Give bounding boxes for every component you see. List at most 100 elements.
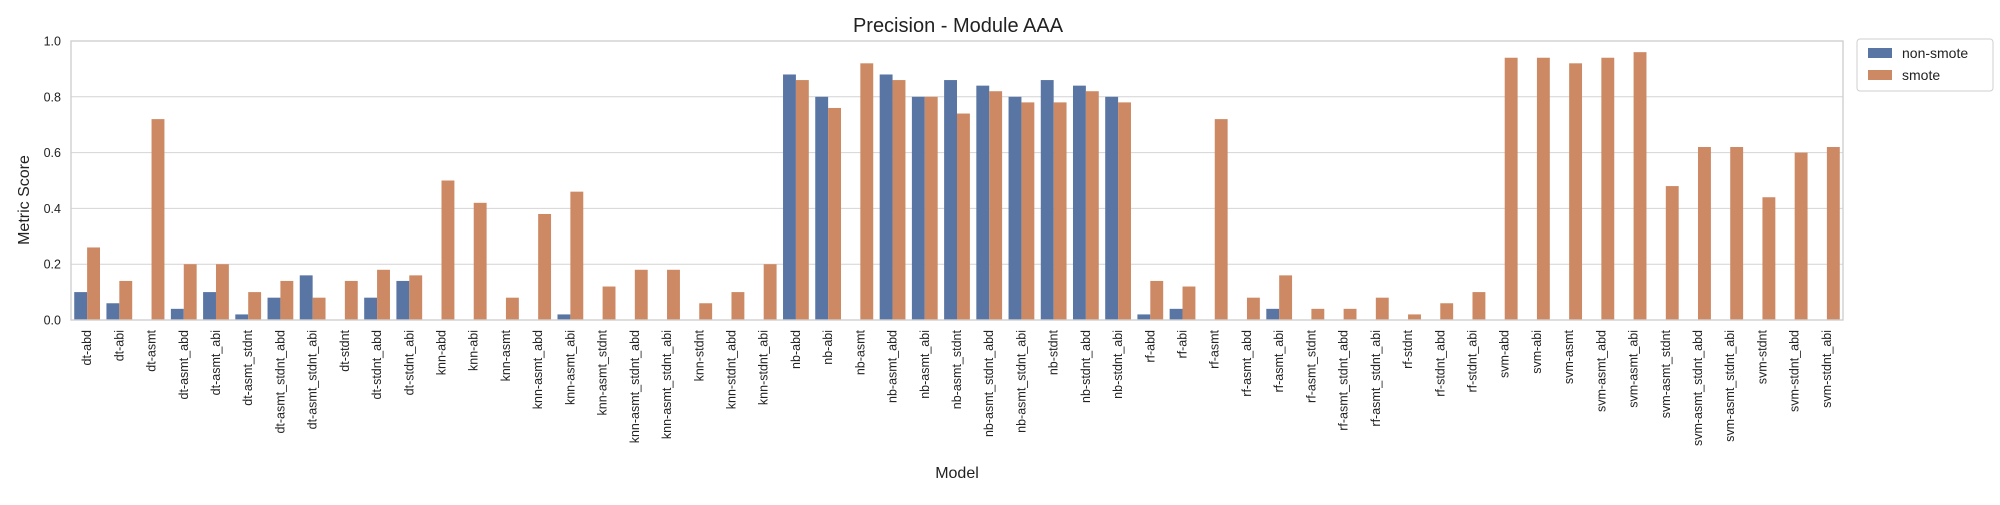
bar-smote-knn-asmt_stdnt_abi	[667, 269, 680, 320]
x-tick-label: svm-abi	[1530, 330, 1544, 374]
x-tick-label: svm-asmt	[1562, 329, 1576, 384]
bar-non-smote-nb-abd	[783, 74, 796, 320]
x-tick-label: rf-asmt_abd	[1240, 330, 1254, 397]
bar-non-smote-nb-stdnt_abi	[1105, 96, 1119, 320]
x-tick-label: rf-asmt_stdnt_abd	[1337, 330, 1351, 431]
bar-smote-nb-asmt_abi	[924, 96, 938, 320]
bar-smote-svm-stdnt_abi	[1826, 147, 1840, 320]
x-tick-label: nb-asmt_abd	[886, 330, 900, 403]
bar-smote-dt-stdnt_abd	[377, 269, 390, 320]
x-tick-label: dt-stdnt_abd	[370, 330, 384, 400]
bar-non-smote-rf-abd	[1137, 314, 1151, 320]
x-tick-label: knn-asmt_stdnt_abi	[660, 330, 674, 439]
bar-smote-nb-asmt_abd	[892, 80, 906, 320]
y-tick-label: 0.4	[44, 202, 61, 216]
bar-non-smote-dt-abi	[106, 303, 120, 320]
x-tick-label: nb-asmt	[853, 329, 867, 375]
bar-smote-dt-stdnt_abi	[409, 275, 423, 320]
x-tick-label: svm-abd	[1498, 330, 1512, 378]
bar-smote-svm-asmt_stdnt_abd	[1698, 147, 1711, 320]
x-tick-label: knn-asmt	[499, 329, 513, 381]
x-tick-label: rf-stdnt_abd	[1433, 330, 1447, 397]
bar-smote-rf-stdnt_abd	[1440, 303, 1454, 320]
x-tick-label: rf-asmt_stdnt_abi	[1369, 330, 1383, 427]
bar-non-smote-dt-asmt_stdnt_abd	[267, 297, 281, 320]
x-tick-label: knn-stdnt_abd	[724, 330, 738, 409]
legend-swatch-smote	[1868, 70, 1892, 80]
y-tick-label: 0.2	[44, 258, 61, 272]
x-tick-label: svm-asmt_abd	[1594, 330, 1608, 412]
x-axis-label: Model	[935, 465, 979, 482]
bar-smote-dt-asmt_stdnt_abd	[280, 280, 294, 320]
bar-smote-rf-asmt_stdnt	[1311, 308, 1325, 320]
bar-smote-dt-asmt_abd	[183, 264, 197, 320]
x-tick-label: svm-asmt_stdnt_abi	[1723, 330, 1737, 442]
bar-smote-knn-stdnt_abd	[731, 292, 745, 320]
bar-smote-rf-asmt_abi	[1279, 275, 1293, 320]
bar-non-smote-nb-abi	[815, 96, 829, 320]
bar-smote-dt-asmt_stdnt_abi	[312, 297, 326, 320]
bar-smote-nb-stdnt_abi	[1118, 102, 1131, 320]
bar-smote-rf-stdnt	[1408, 314, 1421, 320]
x-tick-label: knn-abi	[467, 330, 481, 371]
y-tick-label: 0.6	[44, 146, 61, 160]
x-tick-label: dt-abi	[112, 330, 126, 361]
bar-smote-dt-asmt	[151, 119, 165, 321]
bar-smote-dt-abi	[119, 280, 133, 320]
bar-non-smote-knn-asmt_abi	[557, 314, 571, 320]
y-axis-label: Metric Score	[16, 155, 33, 245]
y-axis-ticks: 0.0 0.2 0.4 0.6 0.8 1.0	[44, 35, 61, 328]
x-tick-label: svm-stdnt	[1755, 329, 1769, 384]
y-tick-label: 0.8	[44, 90, 61, 104]
x-tick-label: nb-abd	[789, 330, 803, 369]
x-tick-label: dt-stdnt_abi	[402, 330, 416, 395]
bar-smote-svm-asmt_abi	[1633, 52, 1647, 320]
bar-smote-svm-abi	[1536, 57, 1550, 321]
legend-label-smote: smote	[1902, 67, 1940, 83]
bar-smote-nb-asmt_stdnt	[957, 113, 970, 320]
x-tick-label: knn-asmt_abd	[531, 330, 545, 409]
bar-smote-nb-abi	[828, 107, 842, 321]
x-tick-label: rf-asmt_stdnt	[1304, 329, 1318, 402]
x-tick-label: dt-asmt_abi	[209, 330, 223, 395]
bar-smote-dt-asmt_abi	[215, 264, 229, 320]
x-tick-label: dt-asmt_stdnt	[241, 329, 255, 405]
bar-non-smote-nb-asmt_stdnt_abi	[1008, 96, 1022, 320]
bar-smote-knn-abd	[441, 180, 455, 320]
x-tick-label: dt-asmt_stdnt_abi	[306, 330, 320, 429]
bar-smote-svm-stdnt	[1762, 197, 1776, 320]
x-tick-label: svm-stdnt_abd	[1788, 330, 1802, 412]
bar-smote-knn-abi	[473, 202, 487, 320]
bar-smote-dt-stdnt	[344, 280, 358, 320]
bar-non-smote-dt-stdnt_abd	[364, 297, 378, 320]
bar-smote-nb-stdnt_abd	[1085, 91, 1099, 320]
bar-smote-knn-asmt_stdnt	[602, 286, 616, 320]
bars-layer	[74, 52, 1840, 321]
bar-smote-rf-asmt	[1214, 119, 1228, 321]
x-tick-label: svm-asmt_stdnt_abd	[1691, 330, 1705, 446]
x-tick-label: nb-asmt_abi	[918, 330, 932, 399]
bar-smote-knn-asmt_abd	[538, 213, 552, 320]
x-tick-label: knn-stdnt	[692, 329, 706, 381]
bar-smote-knn-stdnt_abi	[763, 264, 777, 320]
bar-smote-nb-stdnt	[1053, 102, 1067, 320]
bar-smote-nb-abd	[795, 80, 809, 320]
bar-smote-svm-stdnt_abd	[1794, 152, 1808, 320]
x-tick-label: nb-stdnt	[1047, 329, 1061, 375]
bar-smote-nb-asmt_stdnt_abd	[989, 91, 1003, 320]
bar-smote-rf-abd	[1150, 280, 1164, 320]
x-tick-label: rf-asmt	[1208, 329, 1222, 368]
x-tick-label: knn-abd	[435, 330, 449, 375]
bar-non-smote-nb-stdnt	[1040, 80, 1054, 320]
x-tick-label: knn-asmt_abi	[563, 330, 577, 405]
bar-non-smote-dt-asmt_abi	[203, 292, 216, 320]
x-tick-label: rf-asmt_abi	[1272, 330, 1286, 393]
x-tick-label: knn-asmt_stdnt_abd	[628, 330, 642, 443]
x-tick-label: nb-asmt_stdnt_abi	[1014, 330, 1028, 433]
bar-non-smote-nb-stdnt_abd	[1072, 85, 1086, 320]
bar-non-smote-nb-asmt_abi	[911, 96, 925, 320]
bar-smote-rf-asmt_stdnt_abd	[1343, 308, 1357, 320]
x-tick-label: nb-abi	[821, 330, 835, 365]
